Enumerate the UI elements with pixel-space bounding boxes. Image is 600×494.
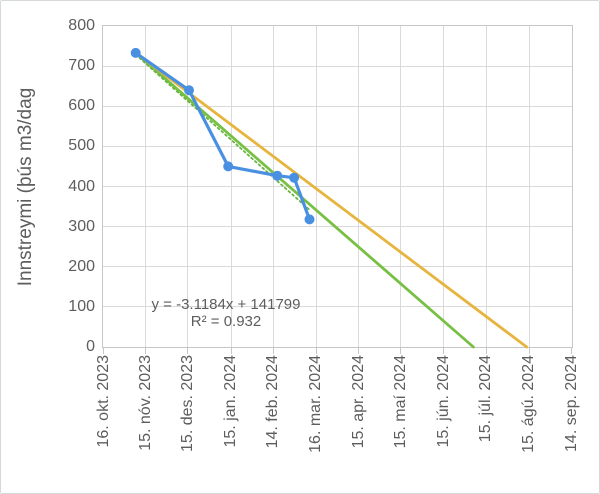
x-axis-tick-mark: [315, 348, 317, 354]
gridline-vertical: [272, 26, 274, 347]
data-point-marker: [130, 47, 141, 58]
data-point-marker: [304, 214, 315, 225]
x-tick-label: 15. júl. 2024: [477, 355, 495, 443]
gridline-horizontal: [103, 145, 572, 147]
trendline-r-squared: R² = 0.932: [190, 313, 262, 330]
observed-inflow-line: [134, 51, 312, 221]
x-tick-label: 15. des. 2023: [178, 355, 196, 452]
x-axis-tick-mark: [187, 348, 189, 354]
data-point-marker: [272, 170, 283, 181]
x-tick-label: 15. jan. 2024: [222, 355, 239, 448]
series-plot: [130, 47, 529, 349]
gridline-horizontal: [103, 306, 572, 308]
gridline-vertical: [145, 26, 147, 347]
y-tick-label: 300: [68, 217, 95, 235]
x-axis-tick-mark: [145, 348, 147, 354]
x-tick-label: 15. maí 2024: [391, 355, 409, 449]
green-projection-to-zero-line: [134, 51, 475, 349]
gridline-vertical: [230, 26, 232, 347]
y-tick-label: 0: [86, 338, 95, 355]
x-axis-tick-mark: [571, 348, 572, 354]
y-tick-label: 600: [68, 97, 95, 115]
gridline-horizontal: [103, 266, 572, 268]
linear-trendline-line: [134, 53, 311, 211]
y-tick-label: 800: [68, 17, 95, 34]
trendline-annotation: y = -3.1184x + 141799 R² = 0.932: [140, 296, 312, 330]
data-point-marker: [184, 85, 194, 96]
gridline-vertical: [443, 26, 445, 347]
gridline-horizontal: [103, 65, 572, 67]
y-tick-label: 500: [68, 137, 95, 155]
x-tick-label: 16. okt. 2023: [94, 355, 112, 448]
x-tick-label: 15. ágú. 2024: [520, 355, 538, 453]
y-tick-label: 100: [68, 297, 95, 315]
orange-projection-to-zero-line: [134, 51, 529, 349]
gridline-vertical: [485, 26, 487, 347]
x-axis-tick-mark: [358, 348, 360, 354]
gridline-vertical: [187, 26, 189, 347]
gridline-horizontal: [103, 105, 572, 107]
gridline-vertical: [358, 26, 360, 347]
x-axis-tick-mark: [272, 348, 274, 354]
gridline-horizontal: [103, 226, 572, 228]
x-tick-label: 16. mar. 2024: [307, 355, 325, 453]
y-tick-label: 200: [68, 257, 95, 275]
x-axis-tick-mark: [230, 348, 232, 354]
x-tick-label: 15. jún. 2024: [434, 355, 452, 448]
gridline-vertical: [528, 26, 530, 347]
x-axis-tick-mark: [443, 348, 445, 354]
x-axis-tick-mark: [103, 348, 104, 354]
data-point-marker: [223, 161, 234, 172]
x-tick-label: 14. sep. 2024: [562, 355, 580, 452]
x-axis-tick-mark: [400, 348, 402, 354]
x-axis-tick-mark: [485, 348, 487, 354]
x-tick-label: 15. apr. 2024: [349, 355, 367, 449]
plot-area: y = -3.1184x + 141799 R² = 0.932: [102, 25, 573, 349]
trendline-equation: y = -3.1184x + 141799: [151, 296, 301, 313]
data-point-marker: [289, 172, 300, 183]
gridline-vertical: [315, 26, 317, 347]
x-axis-tick-mark: [528, 348, 530, 354]
gridline-vertical: [400, 26, 402, 347]
y-tick-label: 700: [68, 57, 95, 75]
y-axis-title: Innstreymi (þús m3/dag: [15, 87, 36, 287]
x-tick-label: 14. feb. 2024: [264, 355, 282, 449]
y-tick-label: 400: [68, 177, 95, 195]
x-tick-label: 15. nóv. 2023: [136, 355, 154, 451]
gridline-horizontal: [103, 186, 572, 187]
